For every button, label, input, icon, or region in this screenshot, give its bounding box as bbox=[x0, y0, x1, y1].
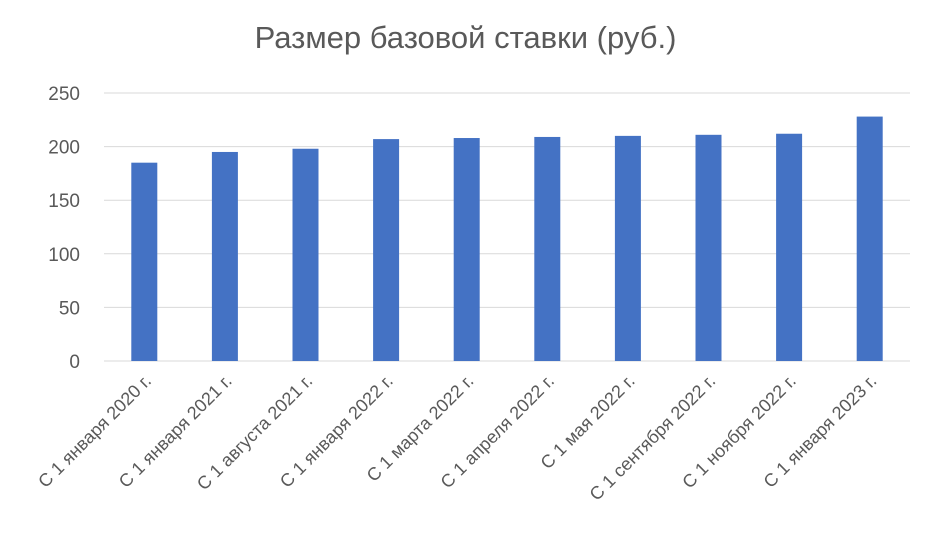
y-axis-ticks: 0 50 100 150 200 250 bbox=[48, 84, 80, 373]
bar bbox=[131, 162, 158, 361]
gridlines bbox=[104, 92, 910, 362]
y-tick-label: 50 bbox=[59, 298, 80, 319]
bar bbox=[534, 136, 561, 361]
bar bbox=[856, 116, 883, 361]
y-tick-label: 100 bbox=[48, 245, 80, 266]
y-tick-label: 0 bbox=[69, 352, 80, 373]
x-axis-labels: С 1 января 2020 г.С 1 января 2021 г.С 1 … bbox=[34, 371, 880, 505]
bar bbox=[453, 138, 480, 361]
y-tick-label: 250 bbox=[48, 84, 80, 105]
y-tick-label: 200 bbox=[48, 138, 80, 159]
bars bbox=[131, 116, 883, 361]
bar bbox=[373, 139, 400, 361]
chart-title: Размер базовой ставки (руб.) bbox=[254, 20, 677, 55]
bar bbox=[776, 133, 803, 361]
bar bbox=[614, 135, 641, 361]
bar bbox=[211, 151, 238, 361]
bar bbox=[292, 148, 319, 361]
y-tick-label: 150 bbox=[48, 191, 80, 212]
bar bbox=[695, 134, 722, 361]
